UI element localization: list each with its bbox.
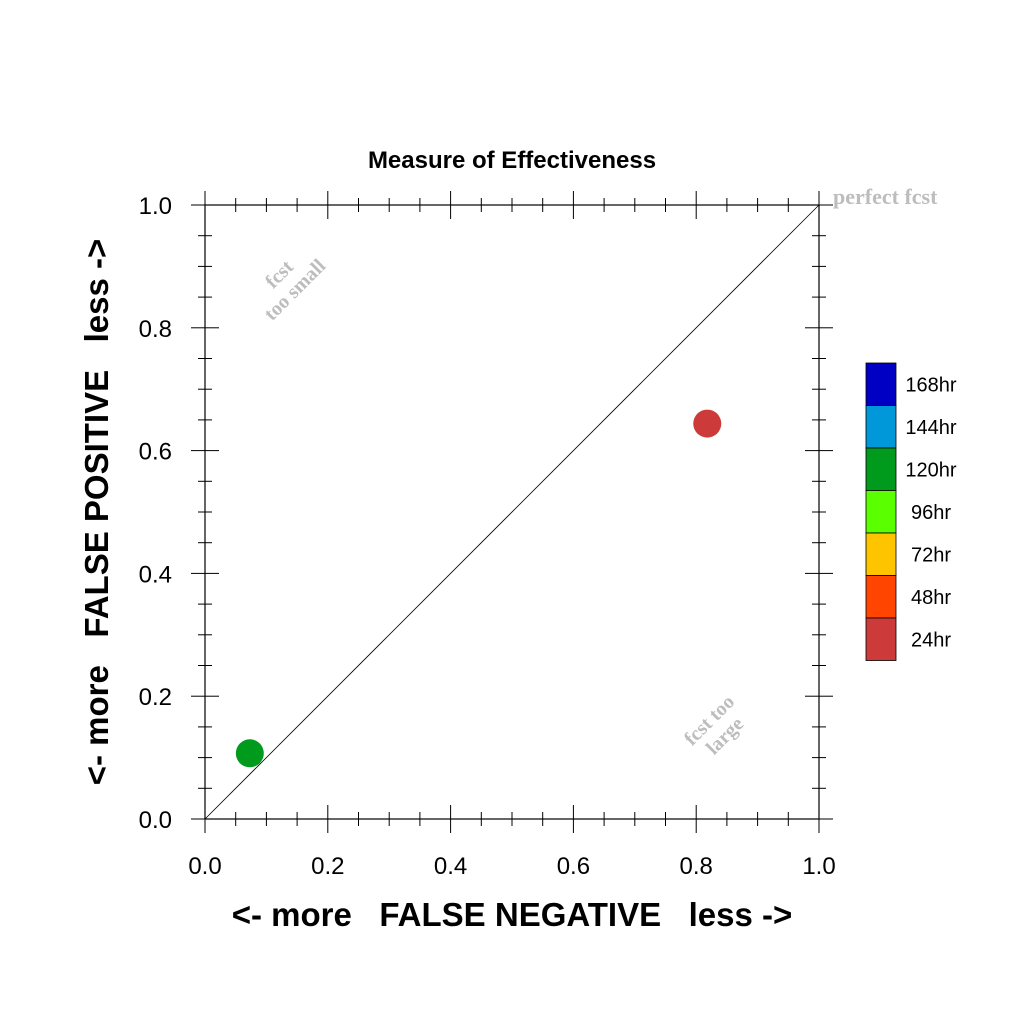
legend-swatch (865, 447, 897, 491)
y-tick-label: 0.0 (139, 807, 172, 834)
x-axis-label: <- more FALSE NEGATIVE less -> (232, 896, 793, 933)
y-tick-label: 0.6 (139, 439, 172, 466)
legend-swatch (865, 362, 897, 406)
legend-swatch (865, 575, 897, 619)
x-tick-label: 0.4 (434, 853, 467, 880)
legend-swatch (865, 532, 897, 576)
chart-title: Measure of Effectiveness (368, 147, 656, 174)
legend: 168hr 144hr 120hr 96hr 72hr 48hr 24hr (865, 362, 957, 661)
diagonal-line (204, 204, 820, 820)
y-tick-label: 0.2 (139, 684, 172, 711)
data-point (693, 409, 722, 438)
plot-frame (204, 204, 820, 820)
x-tick-label: 0.8 (680, 853, 713, 880)
annotation-fcst-too-large: fcst too large (680, 691, 748, 759)
legend-swatch (865, 405, 897, 449)
tick-marks (191, 191, 833, 833)
legend-swatch (865, 617, 897, 661)
y-tick-label: 0.8 (139, 316, 172, 343)
y-axis-label: <- more FALSE POSITIVE less -> (78, 239, 115, 786)
legend-label: 120hr (905, 459, 956, 481)
data-point (235, 739, 264, 768)
annotation-fcst-too-small: fcst too small (260, 255, 330, 325)
legend-label: 48hr (911, 587, 951, 609)
legend-label: 144hr (905, 417, 956, 439)
x-tick-label: 1.0 (802, 853, 835, 880)
x-tick-label: 0.0 (188, 853, 221, 880)
legend-label: 72hr (911, 544, 951, 566)
legend-label: 24hr (911, 629, 951, 651)
annotation-perfect-fcst: perfect fcst (833, 184, 938, 209)
y-tick-label: 0.4 (139, 561, 172, 588)
annotation-too-small-line2: too small (260, 255, 330, 325)
data-points (235, 409, 722, 768)
legend-label: 168hr (905, 374, 956, 396)
y-tick-labels: 0.0 0.2 0.4 0.6 0.8 1.0 (139, 193, 172, 834)
legend-swatch (865, 490, 897, 534)
x-tick-label: 0.2 (311, 853, 344, 880)
legend-label: 96hr (911, 502, 951, 524)
x-tick-label: 0.6 (557, 853, 590, 880)
y-tick-label: 1.0 (139, 193, 172, 220)
x-tick-labels: 0.0 0.2 0.4 0.6 0.8 1.0 (188, 853, 835, 880)
